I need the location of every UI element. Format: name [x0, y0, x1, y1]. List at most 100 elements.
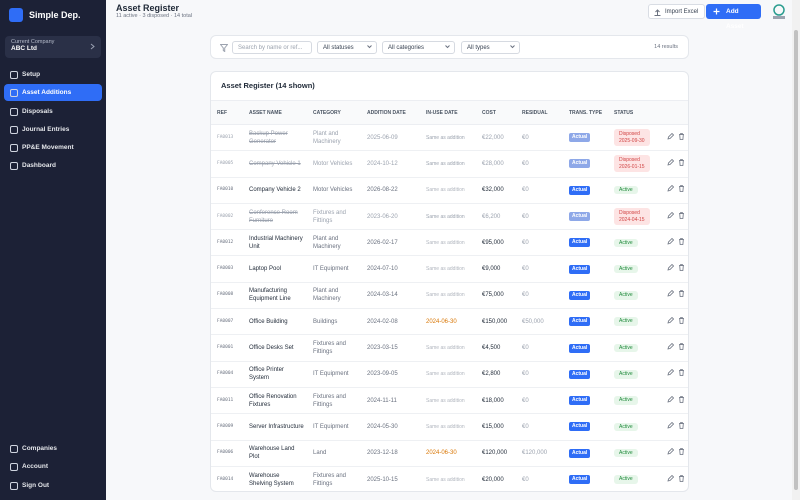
delete-icon[interactable]	[678, 290, 685, 298]
delete-icon[interactable]	[678, 474, 685, 482]
type-select[interactable]: All types	[461, 41, 520, 54]
chevron	[367, 45, 372, 49]
nav-item[interactable]: Disposals	[4, 103, 102, 120]
in-use-date: Same as addition	[420, 177, 476, 204]
select-label: All types	[467, 45, 490, 51]
in-use-date: Same as addition	[420, 413, 476, 441]
trans-type: Actual	[569, 422, 591, 432]
status-cell: Active	[608, 466, 661, 491]
edit-icon[interactable]	[667, 474, 674, 482]
nav-item[interactable]: Account	[4, 458, 102, 475]
ref: FA0008	[211, 282, 243, 310]
delete-icon[interactable]	[678, 238, 685, 245]
scroll-thumb[interactable]	[794, 30, 798, 490]
nav-item[interactable]: Journal Entries	[4, 121, 102, 138]
column-header: CATEGORY	[307, 100, 361, 125]
delete-icon[interactable]	[678, 369, 685, 377]
company-switcher[interactable]: Current Company ABC Ltd	[5, 36, 101, 58]
column-header: ADDITION DATE	[361, 100, 420, 125]
addition-date: 2024-03-14	[361, 282, 420, 310]
status-cell: Active	[608, 255, 661, 283]
addition-date: 2024-02-08	[361, 308, 420, 336]
plus-icon	[713, 8, 720, 15]
main-nav: Setup Asset Additions Disposals Journal …	[4, 66, 102, 176]
trans-type: Actual	[569, 343, 591, 353]
edit-icon[interactable]	[667, 448, 674, 455]
search-input[interactable]: Search by name or ref...	[232, 41, 312, 54]
category-select[interactable]: All categories	[382, 41, 455, 54]
actions	[661, 466, 688, 491]
trans-type: Actual	[569, 159, 591, 169]
asset-row: FA0008 Manufacturing Equipment Line Plant …	[211, 282, 688, 310]
delete-icon[interactable]	[678, 317, 685, 324]
trans-type-cell: Actual	[563, 308, 608, 336]
actions	[661, 440, 688, 467]
nav-item[interactable]: Asset Additions	[4, 84, 102, 102]
status-cell: Disposed 2025-09-30	[608, 124, 661, 152]
delete-icon[interactable]	[678, 422, 685, 429]
header-row: REF ASSET NAME CATEGORY ADDITION DATE IN-USE…	[211, 100, 688, 125]
delete-icon[interactable]	[678, 132, 685, 140]
nav-item[interactable]: Dashboard	[4, 157, 102, 174]
edit-icon[interactable]	[667, 237, 674, 245]
scrollbar	[792, 0, 800, 500]
edit-icon[interactable]	[667, 290, 674, 297]
addition-date: 2025-06-09	[361, 124, 420, 152]
asset-row: FA0005 Company Vehicle 1 Motor Vehicles 202…	[211, 150, 688, 178]
in-use-date: Same as addition	[420, 387, 476, 415]
edit-icon[interactable]	[667, 369, 674, 376]
edit-icon[interactable]	[667, 185, 674, 192]
column-header: REF	[211, 100, 243, 125]
asset-row: FA0013 Backup Power Generator Plant and Ma…	[211, 124, 688, 152]
nav-item[interactable]: Setup	[4, 66, 102, 83]
delete-icon[interactable]	[678, 159, 685, 166]
status: Disposed	[619, 157, 640, 164]
edit-icon[interactable]	[667, 395, 674, 403]
status-cell: Active	[608, 177, 661, 204]
table-body: FA0013 Backup Power Generator Plant and Ma…	[211, 124, 688, 491]
delete-icon[interactable]	[678, 211, 685, 219]
column-header: TRANS. TYPE	[563, 100, 608, 125]
brand[interactable]: Simple Dep.	[9, 8, 81, 22]
edit-icon[interactable]	[667, 132, 674, 140]
in-use-date: Same as addition	[420, 334, 476, 362]
delete-icon[interactable]	[678, 264, 685, 272]
delete-icon[interactable]	[678, 185, 685, 193]
action-icons	[667, 369, 685, 377]
delete-icon[interactable]	[678, 343, 685, 350]
status: Active	[619, 239, 633, 246]
asset-name: Office Desks Set	[243, 334, 307, 362]
trans-type: Actual	[569, 475, 591, 484]
status: Active	[619, 318, 633, 325]
edit-icon[interactable]	[667, 343, 674, 350]
category: Fixtures and Fittings	[307, 334, 361, 362]
edit-icon[interactable]	[667, 316, 674, 324]
category: Fixtures and Fittings	[307, 387, 361, 415]
delete-icon[interactable]	[678, 448, 685, 456]
action-icons	[667, 316, 685, 324]
column-header: COST	[476, 100, 516, 125]
status-cell: Active	[608, 308, 661, 336]
cost: €6,200	[476, 203, 516, 231]
addition-date: 2024-10-12	[361, 150, 420, 178]
main: Asset Register 11 active · 3 disposed · …	[106, 0, 792, 500]
trans-type: Actual	[569, 212, 591, 222]
status: Active	[619, 397, 633, 404]
nav-item[interactable]: Companies	[4, 440, 102, 457]
import-button[interactable]: Import Excel	[648, 4, 706, 19]
trans-type-cell: Actual	[563, 150, 608, 178]
status-select[interactable]: All statuses	[317, 41, 377, 54]
nav-item[interactable]: Sign Out	[4, 477, 102, 494]
edit-icon[interactable]	[667, 264, 674, 271]
cost: €75,000	[476, 282, 516, 310]
edit-icon[interactable]	[667, 211, 674, 219]
residual: €0	[516, 203, 563, 231]
nav-item[interactable]: PP&E Movement	[4, 139, 102, 156]
trans-type: Actual	[569, 369, 591, 379]
delete-icon[interactable]	[678, 395, 685, 403]
trans-type-cell: Actual	[563, 124, 608, 152]
add-button[interactable]: Add Asset	[706, 4, 761, 30]
asset-row: FA0009 Server Infrastructure IT Equipment 2…	[211, 413, 688, 441]
edit-icon[interactable]	[667, 421, 674, 429]
edit-icon[interactable]	[667, 158, 674, 166]
